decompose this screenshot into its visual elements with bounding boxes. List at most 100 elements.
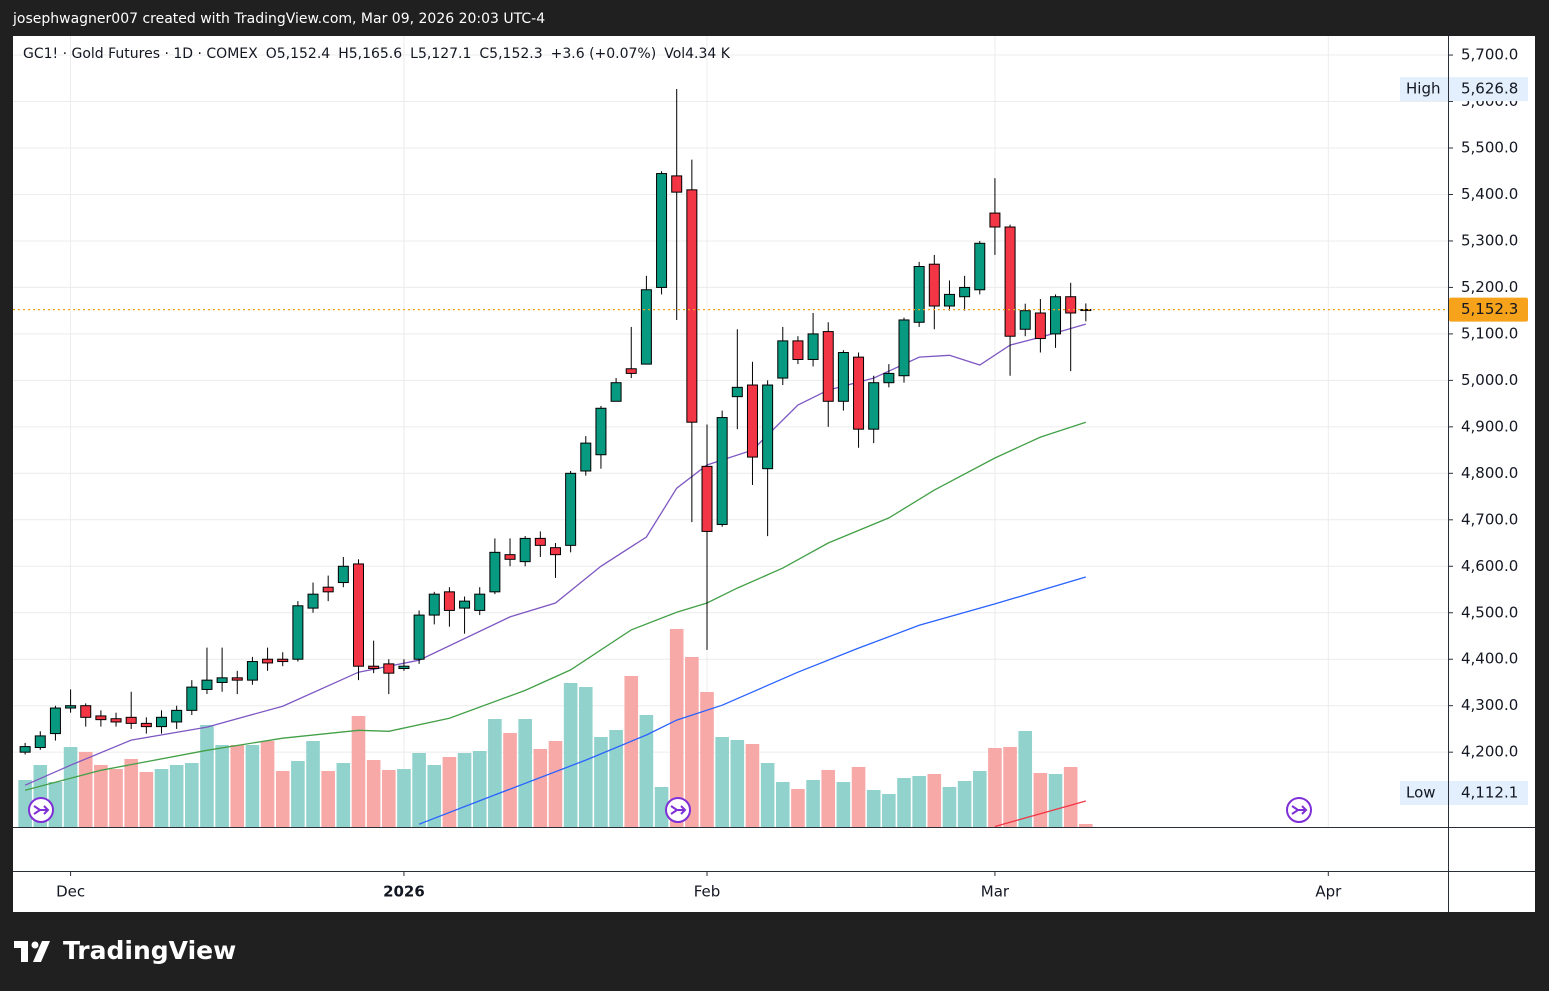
candle-body (337, 565, 349, 584)
y-tick-label: 4,300.0 (1461, 696, 1518, 714)
y-tick-label: 5,300.0 (1461, 231, 1518, 249)
moving-average-line (994, 800, 1086, 828)
candle-body (595, 407, 607, 456)
candle-body (231, 677, 243, 681)
candle-body (398, 665, 410, 670)
volume-bar (427, 765, 442, 827)
high-marker-name: High (1406, 80, 1440, 98)
y-tick-label: 4,600.0 (1461, 557, 1518, 575)
candle-body (731, 386, 743, 398)
legend-item: L5,127.1 (410, 46, 471, 62)
candles (19, 88, 1092, 755)
y-tick-label: 4,800.0 (1461, 464, 1518, 482)
legend-item: C5,152.3 (479, 46, 542, 62)
legend-item: +3.6 (+0.07%) (551, 46, 657, 62)
candle-body (65, 705, 77, 709)
legend-item: O5,152.4 (266, 46, 331, 62)
candle-body (352, 563, 364, 667)
volume-bar (260, 741, 275, 827)
footer-brand: TradingView (63, 936, 236, 965)
volume-bar (609, 730, 623, 827)
y-tick-label: 4,200.0 (1461, 743, 1518, 761)
volume-bar (745, 744, 760, 827)
x-tick-label: Dec (56, 883, 85, 901)
y-tick-label: 4,900.0 (1461, 417, 1518, 435)
volume-bar (533, 749, 548, 827)
candle-body (428, 593, 440, 616)
candle-body (686, 189, 698, 423)
candle-body (565, 472, 577, 546)
volume-bar (139, 772, 154, 827)
volume-bar (1018, 731, 1033, 827)
volume-bar (381, 770, 396, 827)
low-marker-name: Low (1406, 784, 1436, 802)
candle-body (868, 382, 880, 430)
volume-bar (275, 771, 290, 827)
volume-bar (791, 789, 805, 827)
candle-body (489, 551, 501, 593)
volume-bar (442, 757, 457, 827)
candle-body (246, 661, 258, 681)
candle-body (777, 340, 789, 379)
candle-body (671, 175, 683, 193)
candle-body (913, 266, 925, 323)
volume-bar (912, 776, 926, 827)
volume-bar (548, 741, 563, 827)
volume-bar (18, 780, 32, 827)
candle-body (19, 746, 31, 753)
legend-item: Vol4.34 K (664, 46, 731, 62)
x-tick-label: Apr (1315, 883, 1342, 901)
last-price-box (1449, 297, 1528, 322)
volume-bar (185, 763, 199, 827)
high-marker-box (1400, 77, 1528, 102)
event-icon[interactable] (665, 797, 691, 823)
x-tick-label: Feb (694, 883, 721, 901)
candle-body (837, 351, 849, 402)
candle-body (186, 686, 198, 711)
y-tick-label: 5,500.0 (1461, 139, 1518, 157)
legend-item: GC1! · Gold Futures · 1D · COMEX (23, 46, 258, 62)
candle-body (762, 384, 774, 470)
candle-body (459, 600, 471, 609)
candle-body (807, 333, 819, 360)
candle-body (610, 382, 622, 402)
volume-bar (594, 737, 608, 827)
candle-body (474, 593, 486, 611)
candle-body (1080, 309, 1092, 312)
candle-body (34, 735, 46, 749)
x-tick-label: Mar (981, 883, 1010, 901)
volume-bar (760, 763, 775, 827)
candle-body (49, 707, 61, 735)
low-marker-box (1400, 781, 1528, 806)
volume-bar (321, 771, 335, 827)
volume-bar (245, 745, 260, 827)
candle-body (504, 554, 516, 560)
logo (14, 941, 50, 962)
candle-body (898, 319, 910, 377)
volume-bar (942, 787, 957, 827)
candle-body (368, 665, 380, 670)
volume-bar (700, 692, 714, 827)
candle-body (974, 242, 986, 291)
volume-bar (639, 715, 654, 827)
volume-bar (624, 676, 639, 827)
moving-averages (24, 323, 1087, 828)
candle-body (216, 677, 228, 683)
volume-bar (412, 753, 426, 827)
candle-body (943, 293, 955, 307)
volume-layer (18, 629, 1093, 827)
volume-bar (1079, 824, 1093, 827)
candle-body (156, 716, 168, 728)
volume-bar (94, 765, 108, 827)
y-tick-label: 5,200.0 (1461, 278, 1518, 296)
candle-body (625, 368, 637, 374)
candle-body (883, 372, 895, 384)
candle-body (443, 591, 455, 611)
candle-body (928, 263, 940, 307)
volume-bar (775, 782, 790, 827)
volume-bar (806, 780, 820, 827)
event-icon[interactable] (28, 797, 54, 823)
event-icon[interactable] (1286, 797, 1312, 823)
